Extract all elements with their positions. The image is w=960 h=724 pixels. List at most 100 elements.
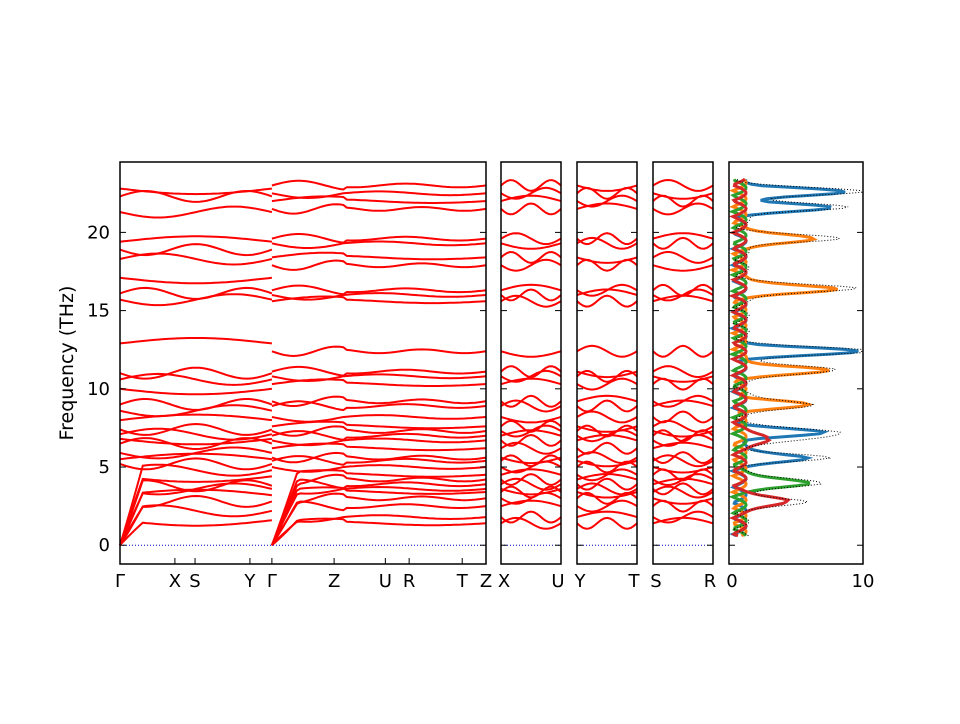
band-line (652, 375, 714, 383)
band-line (119, 482, 273, 546)
band-line (576, 232, 638, 246)
y-axis-label: Frequency (THz) (56, 286, 78, 441)
band-line (270, 478, 487, 546)
band-line (119, 488, 273, 546)
band-line (271, 430, 487, 441)
band-line (271, 464, 487, 473)
band-line (576, 184, 638, 192)
band-line (576, 499, 638, 513)
band-line (576, 425, 638, 433)
band-line (271, 203, 487, 215)
band-line (500, 258, 562, 272)
band-line (576, 370, 638, 379)
band-line (500, 202, 562, 216)
band-line (119, 337, 273, 345)
band-line (652, 344, 714, 358)
band-line (576, 394, 638, 403)
band-line (500, 242, 562, 250)
band-line (271, 345, 487, 358)
band-line (652, 192, 714, 200)
band-line (271, 251, 487, 261)
band-line (500, 350, 562, 358)
band-line (271, 292, 487, 301)
x-tick-label: Γ (115, 571, 125, 592)
band-line (271, 190, 487, 200)
band-line (576, 194, 638, 208)
dos-x-tick-label: 0 (726, 571, 737, 592)
band-line (500, 477, 562, 491)
band-line (576, 482, 638, 496)
x-tick-label: Y (243, 571, 256, 592)
band-line (119, 519, 273, 546)
band-line (271, 492, 487, 546)
y-tick-label: 15 (87, 301, 110, 322)
band-line (119, 427, 273, 441)
band-line (119, 446, 273, 460)
x-tick-label: Z (328, 571, 340, 592)
band-line (500, 419, 562, 433)
band-line (119, 494, 273, 546)
band-line (576, 236, 638, 250)
band-line (500, 399, 562, 413)
band-line (119, 366, 273, 380)
band-panel-yt-frame (576, 161, 638, 565)
band-line (500, 485, 562, 499)
x-tick-label: U (551, 571, 564, 592)
band-panel-main-frame (119, 161, 487, 565)
band-line (500, 473, 562, 486)
x-tick-label: S (189, 571, 200, 592)
band-line (576, 256, 638, 264)
band-line (271, 259, 487, 271)
band-line (119, 479, 273, 546)
band-line (271, 400, 487, 412)
band-line (652, 264, 714, 272)
band-line (270, 473, 487, 546)
band-line (652, 482, 714, 496)
x-tick-label: X (169, 571, 181, 592)
band-line (271, 420, 487, 430)
band-line (576, 399, 638, 413)
dos-panel-frame (728, 161, 864, 565)
band-line (271, 179, 487, 191)
band-line (652, 377, 714, 391)
band-line (271, 451, 487, 464)
y-tick-label: 0 (99, 535, 110, 556)
band-line (271, 233, 487, 244)
band-line (271, 437, 487, 447)
band-line (271, 414, 487, 423)
band-line (652, 178, 714, 192)
y-tick-label: 20 (87, 222, 110, 243)
x-tick-label: U (379, 571, 392, 592)
band-line (652, 250, 714, 264)
x-tick-label: S (650, 571, 661, 592)
x-tick-label: T (628, 571, 641, 592)
band-line (119, 387, 273, 396)
x-tick-label: Γ (267, 571, 277, 592)
band-line (119, 205, 273, 219)
band-line (576, 369, 638, 383)
band-line (119, 463, 273, 546)
band-line (500, 394, 562, 408)
band-line (500, 186, 562, 200)
band-line (271, 514, 487, 546)
band-line (119, 187, 273, 196)
band-line (500, 416, 562, 424)
band-line (270, 485, 487, 546)
band-line (652, 232, 714, 240)
band-line (271, 295, 487, 305)
band-line (576, 468, 638, 482)
band-line (576, 510, 638, 519)
band-line (119, 243, 273, 257)
band-line (500, 516, 562, 530)
band-line (576, 441, 638, 455)
band-line (576, 283, 638, 297)
band-line (652, 202, 714, 216)
band-line (271, 284, 487, 296)
band-line (119, 276, 273, 285)
band-line (576, 258, 638, 272)
band-line (271, 517, 487, 546)
y-tick-label: 10 (87, 379, 110, 400)
band-line (500, 510, 562, 524)
y-tick-label: 5 (99, 457, 110, 478)
